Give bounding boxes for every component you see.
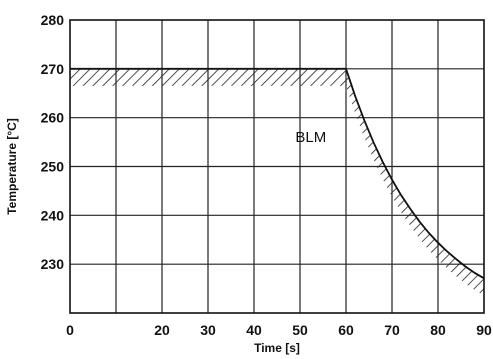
annotations: BLM <box>295 129 326 146</box>
y-tick-label: 240 <box>41 207 65 223</box>
x-tick-label: 40 <box>246 322 262 338</box>
x-axis-title: Time [s] <box>254 341 300 355</box>
y-axis-title: Temperature [°C] <box>5 118 19 215</box>
plot-frame <box>69 19 485 314</box>
x-tick-label: 80 <box>430 322 446 338</box>
x-axis-ticks: 0 20 30 40 50 60 70 80 90 <box>66 322 492 338</box>
series <box>70 67 485 280</box>
x-tick-label: 70 <box>384 322 400 338</box>
x-tick-label: 20 <box>154 322 170 338</box>
y-tick-label: 250 <box>41 159 65 175</box>
y-tick-label: 260 <box>41 110 65 126</box>
temperature-curve <box>70 67 485 280</box>
annotation-label: BLM <box>295 129 326 146</box>
x-tick-label: 50 <box>292 322 308 338</box>
y-tick-label: 280 <box>41 12 65 28</box>
x-tick-label: 0 <box>66 322 74 338</box>
x-tick-label: 30 <box>200 322 216 338</box>
x-tick-label: 60 <box>338 322 354 338</box>
y-tick-label: 230 <box>41 256 65 272</box>
y-axis-ticks: 230 240 250 260 270 280 <box>41 12 65 272</box>
x-tick-label: 90 <box>476 322 492 338</box>
y-tick-label: 270 <box>41 61 65 77</box>
